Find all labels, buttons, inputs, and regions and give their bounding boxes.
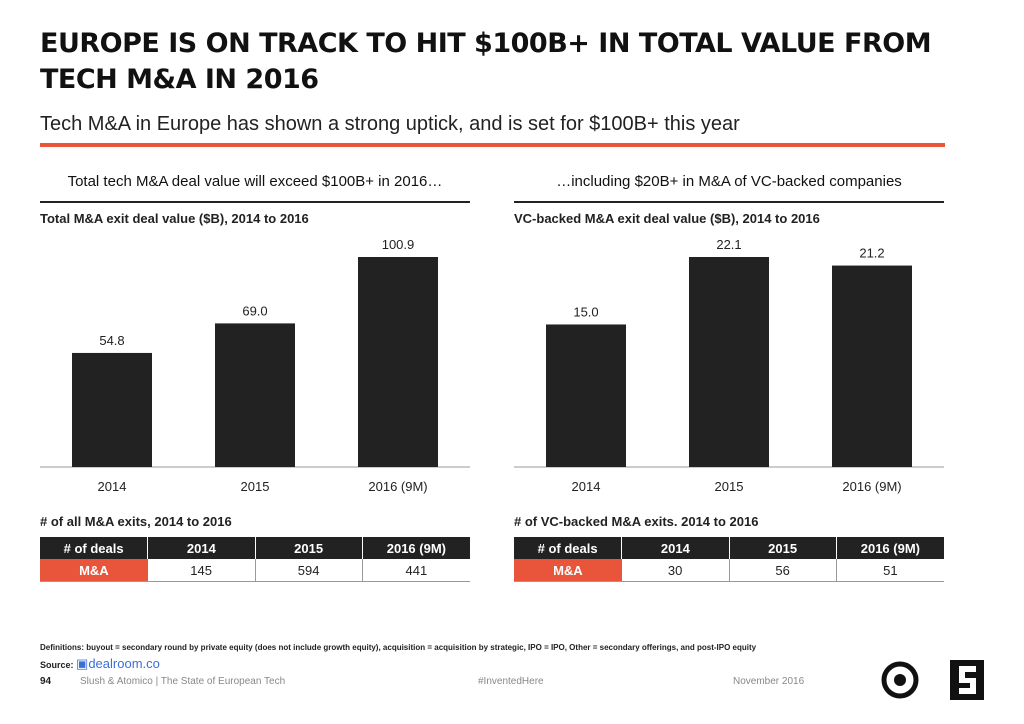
table-header: 2016 (9M): [362, 537, 470, 559]
table-header: 2016 (9M): [836, 537, 944, 559]
table-header: 2015: [255, 537, 363, 559]
left-table-title: # of all M&A exits, 2014 to 2016: [40, 514, 232, 529]
bar: [832, 265, 912, 467]
date-text: November 2016: [733, 676, 805, 687]
bar: [546, 324, 626, 467]
x-tick-label: 2016 (9M): [842, 479, 901, 494]
left-panel-rule: [40, 201, 470, 203]
table-header: 2014: [621, 537, 730, 559]
bar: [72, 352, 152, 467]
right-table-title: # of VC-backed M&A exits. 2014 to 2016: [514, 514, 759, 529]
table-cell: 51: [836, 559, 944, 582]
data-label: 69.0: [242, 303, 267, 318]
page-subtitle: Tech M&A in Europe has shown a strong up…: [40, 113, 740, 135]
left-chart-title: Total M&A exit deal value ($B), 2014 to …: [40, 211, 309, 226]
table-row: M&A 30 56 51: [514, 559, 944, 582]
right-panel-heading: …including $20B+ in M&A of VC-backed com…: [556, 173, 902, 190]
publisher-text: Slush & Atomico | The State of European …: [80, 676, 286, 687]
definitions-note: Definitions: buyout = secondary round by…: [40, 643, 757, 652]
data-label: 21.2: [859, 246, 884, 261]
table-cell: 30: [621, 559, 730, 582]
table-header: # of deals: [40, 537, 149, 559]
right-deals-table: # of deals 2014 2015 2016 (9M) M&A 30 56…: [514, 537, 944, 582]
left-deals-table: # of deals 2014 2015 2016 (9M) M&A 145 5…: [40, 537, 470, 582]
table-cell: 594: [255, 559, 363, 582]
data-label: 15.0: [573, 304, 598, 319]
right-chart-title: VC-backed M&A exit deal value ($B), 2014…: [514, 211, 820, 226]
table-cell: 145: [147, 559, 256, 582]
x-tick-label: 2015: [241, 479, 270, 494]
bar: [215, 323, 295, 467]
x-tick-label: 2014: [572, 479, 601, 494]
table-header-row: # of deals 2014 2015 2016 (9M): [514, 537, 944, 559]
table-cell: 441: [362, 559, 470, 582]
data-label: 100.9: [382, 237, 415, 252]
bar: [689, 257, 769, 467]
slush-logo-icon: [950, 660, 984, 700]
table-header: 2015: [729, 537, 837, 559]
data-label: 22.1: [716, 237, 741, 252]
x-tick-label: 2014: [98, 479, 127, 494]
x-tick-label: 2015: [715, 479, 744, 494]
x-tick-label: 2016 (9M): [368, 479, 427, 494]
right-bar-chart: 15.0 2014 22.1 2015 21.2 2016 (9M): [514, 237, 944, 494]
hashtag-text: #InventedHere: [478, 676, 544, 687]
table-header: 2014: [147, 537, 256, 559]
bar: [358, 257, 438, 467]
data-label: 54.8: [99, 333, 124, 348]
dealroom-logo: ▣: [76, 656, 89, 671]
page-title: EUROPE IS ON TRACK TO HIT $100B+ IN TOTA…: [40, 28, 932, 95]
right-panel-rule: [514, 201, 944, 203]
table-header: # of deals: [514, 537, 623, 559]
source-name: dealroom.co: [88, 656, 160, 671]
accent-rule: [40, 143, 945, 147]
table-header-row: # of deals 2014 2015 2016 (9M): [40, 537, 470, 559]
page-number: 94: [40, 676, 52, 687]
table-row-label: M&A: [514, 559, 622, 582]
table-row-label: M&A: [40, 559, 148, 582]
source-line: Source: ▣dealroom.co: [40, 656, 160, 672]
atomico-logo-icon: [881, 661, 919, 699]
table-row: M&A 145 594 441: [40, 559, 470, 582]
table-cell: 56: [729, 559, 837, 582]
source-label: Source:: [40, 660, 74, 670]
left-panel-heading: Total tech M&A deal value will exceed $1…: [67, 173, 443, 190]
left-bar-chart: 54.8 2014 69.0 2015 100.9 2016 (9M): [40, 237, 470, 494]
